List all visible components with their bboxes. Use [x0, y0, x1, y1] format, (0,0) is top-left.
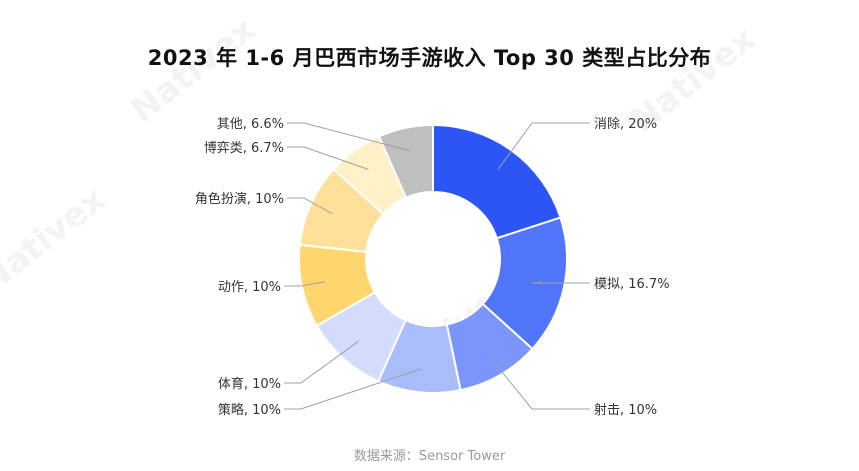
- slice-label: 模拟, 16.7%: [594, 277, 670, 292]
- leader-line: [284, 281, 325, 287]
- leader-line: [287, 146, 369, 170]
- leader-line: [284, 368, 422, 410]
- leader-line: [487, 354, 590, 410]
- slice-label: 博弈类, 6.7%: [204, 140, 284, 156]
- leader-line: [287, 197, 333, 215]
- leader-line: [531, 281, 590, 284]
- slice-label: 体育, 10%: [218, 376, 281, 392]
- data-source: 数据来源：Sensor Tower: [353, 449, 506, 464]
- chart-title: 2023 年 1-6 月巴西市场手游收入 Top 30 类型占比分布: [147, 46, 712, 70]
- slice-label: 消除, 20%: [594, 117, 657, 132]
- leader-line: [287, 122, 411, 152]
- slice-label: 其他, 6.6%: [217, 117, 284, 132]
- leader-line: [284, 340, 360, 384]
- slice-label: 角色扮演, 10%: [195, 191, 284, 207]
- donut-slice: [377, 123, 434, 199]
- leader-line: [497, 122, 590, 170]
- slice-label: 策略, 10%: [218, 402, 281, 418]
- donut-slice: [432, 123, 562, 240]
- slice-label: 射击, 10%: [594, 402, 657, 418]
- slice-label: 动作, 10%: [218, 280, 281, 295]
